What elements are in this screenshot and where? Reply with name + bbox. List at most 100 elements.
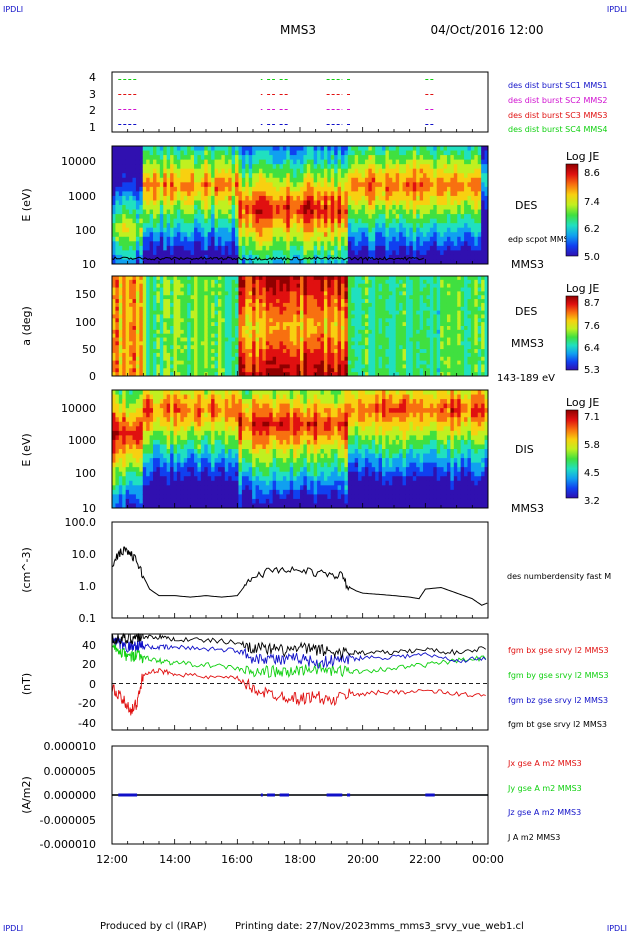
heatmap-cell: [351, 329, 356, 335]
heatmap-cell: [135, 283, 140, 288]
heatmap-cell: [231, 326, 236, 331]
heatmap-cell: [163, 186, 168, 192]
heatmap-cell: [306, 173, 311, 179]
heatmap-cell: [139, 168, 144, 174]
heatmap-cell: [187, 341, 192, 346]
heatmap-cell: [317, 352, 321, 358]
heatmap-cell: [337, 364, 342, 369]
heatmap-cell: [347, 295, 352, 300]
heatmap-cell: [166, 155, 171, 161]
heatmap-cell: [464, 191, 468, 197]
heatmap-cell: [221, 349, 226, 354]
heatmap-cell: [224, 245, 229, 251]
heatmap-cell: [125, 164, 130, 170]
heatmap-cell: [286, 283, 291, 288]
heatmap-cell: [248, 209, 253, 215]
heatmap-cell: [378, 214, 383, 220]
heatmap-cell: [265, 159, 270, 165]
heatmap-cell: [293, 245, 297, 251]
heatmap-cell: [265, 318, 270, 323]
heatmap-cell: [481, 159, 485, 165]
heatmap-cell: [399, 173, 403, 179]
heatmap-cell: [306, 218, 311, 224]
heatmap-cell: [337, 191, 342, 197]
heatmap-cell: [423, 182, 427, 188]
heatmap-cell: [197, 310, 202, 315]
heatmap-cell: [341, 276, 345, 281]
heatmap-cell: [235, 302, 239, 308]
heatmap-cell: [224, 223, 229, 229]
heatmap-cell: [470, 150, 475, 156]
heatmap-cell: [170, 227, 174, 233]
heatmap-cell: [129, 322, 133, 327]
heatmap-cell: [474, 209, 479, 215]
heatmap-cell: [235, 333, 239, 338]
heatmap-cell: [228, 214, 233, 220]
heatmap-cell: [276, 364, 280, 369]
heatmap-cell: [409, 254, 414, 260]
heatmap-cell: [190, 287, 195, 292]
heatmap-cell: [334, 232, 338, 238]
heatmap-cell: [351, 150, 356, 156]
heatmap-cell: [293, 276, 297, 281]
heatmap-cell: [436, 191, 441, 197]
heatmap-cell: [385, 254, 390, 260]
heatmap-cell: [146, 276, 150, 281]
heatmap-cell: [221, 356, 226, 362]
heatmap-cell: [388, 200, 393, 206]
heatmap-cell: [378, 254, 383, 260]
heatmap-cell: [300, 291, 304, 296]
heatmap-cell: [276, 173, 280, 179]
heatmap-cell: [453, 241, 458, 247]
heatmap-cell: [344, 241, 349, 247]
heatmap-cell: [327, 186, 332, 192]
heatmap-cell: [347, 205, 352, 210]
heatmap-cell: [262, 164, 267, 170]
heatmap-cell: [238, 291, 243, 296]
heatmap-cell: [112, 173, 116, 179]
heatmap-cell: [364, 318, 369, 323]
heatmap-cell: [248, 360, 253, 365]
heatmap-cell: [323, 150, 328, 156]
heatmap-cell: [330, 214, 335, 220]
heatmap-cell: [221, 195, 226, 201]
heatmap-cell: [347, 326, 352, 331]
heatmap-cell: [474, 254, 479, 260]
heatmap-cell: [204, 186, 209, 192]
heatmap-cell: [303, 279, 308, 285]
heatmap-cell: [405, 177, 410, 183]
heatmap-cell: [453, 195, 458, 201]
heatmap-cell: [125, 326, 130, 331]
heatmap-cell: [313, 318, 318, 323]
heatmap-cell: [235, 349, 239, 354]
heatmap-cell: [313, 310, 318, 315]
heatmap-cell: [139, 302, 144, 308]
heatmap-cell: [135, 322, 140, 327]
heatmap-cell: [426, 159, 431, 165]
heatmap-cell: [371, 368, 376, 373]
heatmap-cell: [320, 200, 325, 206]
heatmap-cell: [303, 349, 308, 354]
heatmap-cell: [310, 146, 315, 151]
heatmap-cell: [197, 218, 202, 224]
heatmap-cell: [313, 223, 318, 229]
heatmap-cell: [453, 205, 458, 210]
heatmap-cell: [378, 341, 383, 346]
heatmap-cell: [409, 177, 414, 183]
heatmap-cell: [235, 214, 239, 220]
heatmap-cell: [334, 291, 338, 296]
heatmap-cell: [139, 250, 144, 256]
heatmap-cell: [371, 299, 376, 304]
heatmap-cell: [371, 250, 376, 256]
heatmap-cell: [330, 241, 335, 247]
heatmap-cell: [276, 227, 280, 233]
heatmap-cell: [166, 182, 171, 188]
heatmap-cell: [344, 329, 349, 335]
heatmap-cell: [211, 250, 215, 256]
heatmap-cell: [330, 349, 335, 354]
heatmap-cell: [228, 306, 233, 312]
heatmap-cell: [341, 310, 345, 315]
heatmap-cell: [139, 259, 144, 265]
heatmap-cell: [300, 356, 304, 362]
heatmap-cell: [238, 146, 243, 151]
